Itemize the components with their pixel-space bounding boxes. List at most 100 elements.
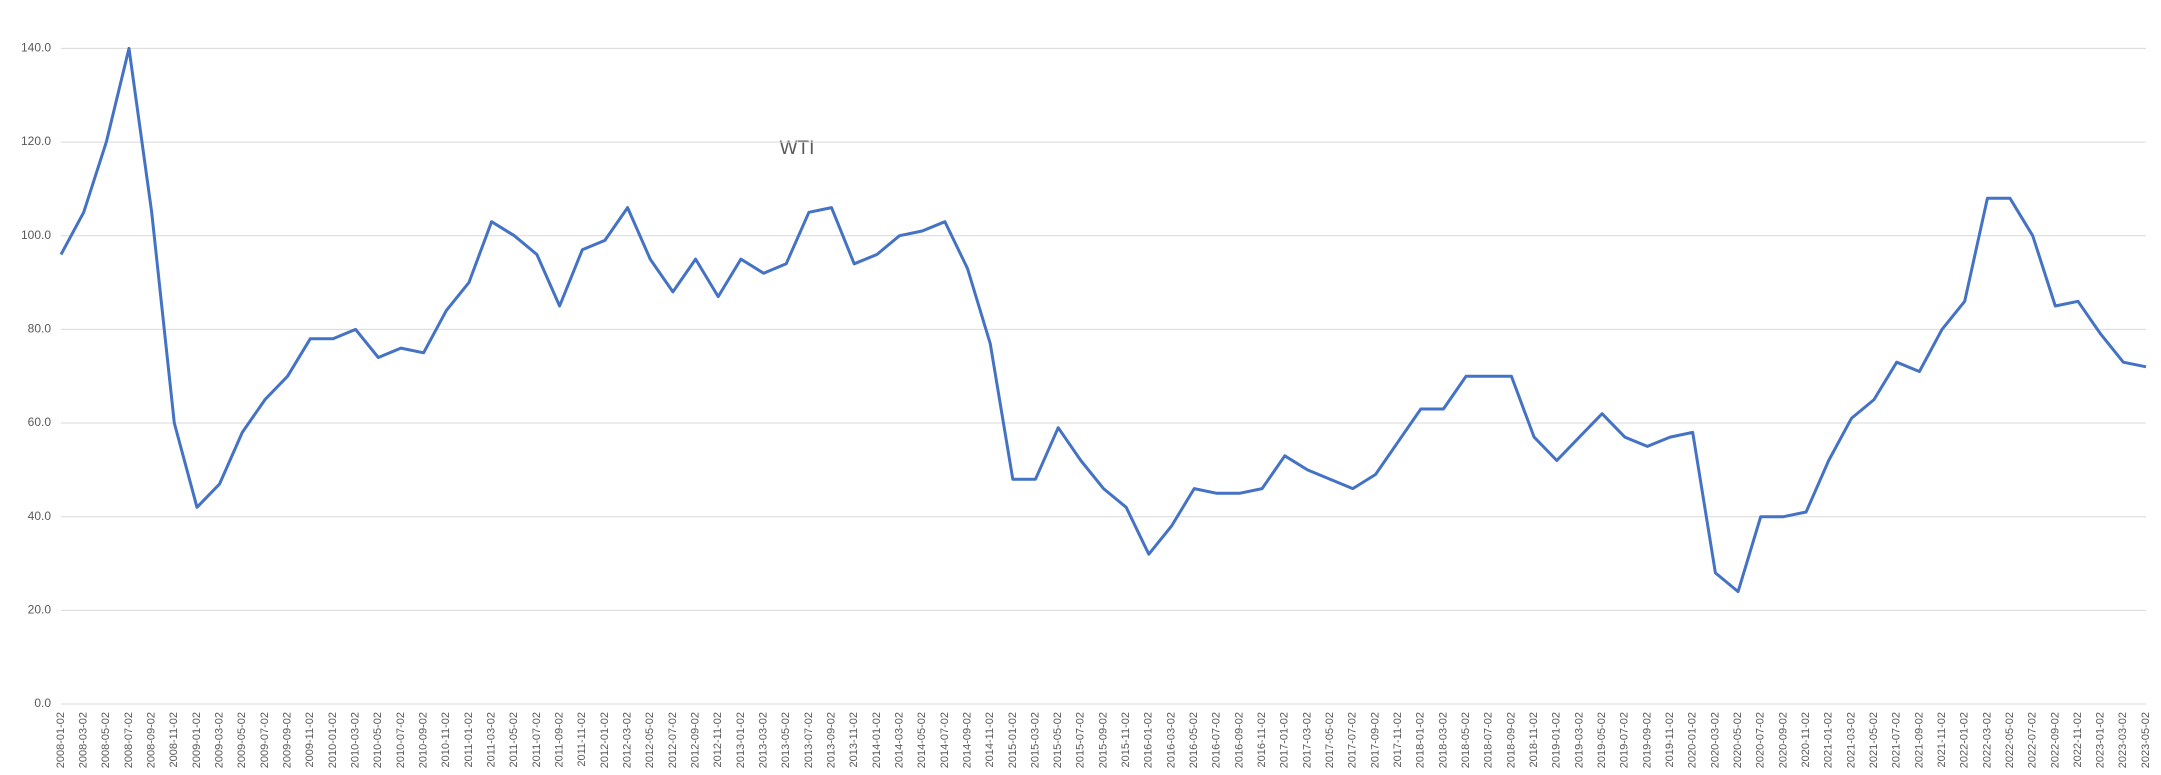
y-tick-label: 120.0 <box>21 134 51 148</box>
x-tick-label: 2017-11-02 <box>1392 712 1404 767</box>
x-tick-label: 2018-07-02 <box>1483 712 1495 768</box>
x-tick-label: 2023-05-02 <box>2140 712 2152 768</box>
x-tick-label: 2016-01-02 <box>1143 712 1155 768</box>
x-tick-label: 2019-09-02 <box>1641 712 1653 768</box>
x-tick-label: 2010-07-02 <box>395 712 407 768</box>
x-tick-label: 2011-11-02 <box>576 712 588 767</box>
x-tick-label: 2021-07-02 <box>1891 712 1903 768</box>
x-tick-label: 2008-07-02 <box>123 712 135 768</box>
y-tick-label: 0.0 <box>34 696 51 710</box>
x-tick-label: 2020-09-02 <box>1777 712 1789 768</box>
x-tick-label: 2011-05-02 <box>508 712 520 767</box>
x-tick-label: 2019-11-02 <box>1664 712 1676 767</box>
line-series <box>59 46 2147 594</box>
x-tick-label: 2017-07-02 <box>1347 712 1359 768</box>
x-tick-label: 2014-11-02 <box>984 712 996 767</box>
y-tick-label: 140.0 <box>21 41 51 55</box>
x-tick-label: 2020-01-02 <box>1687 712 1699 768</box>
x-tick-label: 2009-03-02 <box>214 712 226 768</box>
x-tick-label: 2011-07-02 <box>531 712 543 767</box>
x-tick-label: 2013-09-02 <box>825 712 837 768</box>
x-tick-label: 2021-01-02 <box>1823 712 1835 768</box>
x-tick-label: 2014-09-02 <box>961 712 973 768</box>
x-tick-label: 2008-01-02 <box>55 712 67 768</box>
x-tick-label: 2012-03-02 <box>621 712 633 768</box>
x-tick-label: 2022-03-02 <box>1981 712 1993 768</box>
x-tick-label: 2011-03-02 <box>486 712 498 767</box>
x-tick-label: 2015-09-02 <box>1097 712 1109 768</box>
x-tick-label: 2013-05-02 <box>780 712 792 768</box>
x-tick-label: 2022-01-02 <box>1959 712 1971 768</box>
y-tick-label: 40.0 <box>28 509 52 523</box>
chart-title: WTI <box>780 138 815 159</box>
x-tick-label: 2013-07-02 <box>803 712 815 768</box>
x-tick-label: 2020-11-02 <box>1800 712 1812 767</box>
y-tick-label: 20.0 <box>28 603 52 617</box>
x-tick-label: 2018-01-02 <box>1415 712 1427 768</box>
x-tick-label: 2021-05-02 <box>1868 712 1880 768</box>
x-tick-label: 2009-01-02 <box>191 712 203 768</box>
x-tick-label: 2010-09-02 <box>418 712 430 768</box>
x-tick-label: 2022-11-02 <box>2072 712 2084 767</box>
x-tick-label: 2016-07-02 <box>1211 712 1223 768</box>
x-tick-label: 2008-09-02 <box>146 712 158 768</box>
x-tick-label: 2012-09-02 <box>689 712 701 768</box>
x-tick-label: 2010-11-02 <box>440 712 452 767</box>
x-tick-label: 2016-11-02 <box>1256 712 1268 767</box>
x-tick-label: 2015-05-02 <box>1052 712 1064 768</box>
x-tick-label: 2016-03-02 <box>1165 712 1177 768</box>
x-tick-label: 2019-05-02 <box>1596 712 1608 768</box>
x-tick-label: 2014-03-02 <box>893 712 905 768</box>
x-tick-label: 2009-05-02 <box>236 712 248 768</box>
x-tick-label: 2009-09-02 <box>282 712 294 768</box>
x-tick-label: 2021-09-02 <box>1913 712 1925 768</box>
x-tick-label: 2018-11-02 <box>1528 712 1540 767</box>
x-tick-label: 2014-07-02 <box>939 712 951 768</box>
x-tick-label: 2017-03-02 <box>1301 712 1313 768</box>
x-tick-label: 2017-01-02 <box>1279 712 1291 768</box>
x-tick-label: 2013-11-02 <box>848 712 860 767</box>
x-tick-label: 2011-01-02 <box>463 712 475 767</box>
x-tick-label: 2010-05-02 <box>372 712 384 768</box>
x-tick-label: 2012-07-02 <box>667 712 679 768</box>
x-tick-label: 2019-03-02 <box>1573 712 1585 768</box>
x-tick-label: 2018-03-02 <box>1437 712 1449 768</box>
x-tick-label: 2011-09-02 <box>553 712 565 767</box>
x-tick-label: 2023-03-02 <box>2117 712 2129 768</box>
x-tick-label: 2017-05-02 <box>1324 712 1336 768</box>
x-tick-label: 2020-05-02 <box>1732 712 1744 768</box>
x-tick-label: 2015-03-02 <box>1029 712 1041 768</box>
y-tick-label: 80.0 <box>28 322 52 336</box>
x-tick-label: 2012-01-02 <box>599 712 611 768</box>
x-tick-label: 2010-03-02 <box>350 712 362 768</box>
x-tick-label: 2008-11-02 <box>168 712 180 767</box>
x-tick-label: 2008-05-02 <box>100 712 112 768</box>
x-tick-label: 2018-05-02 <box>1460 712 1472 768</box>
x-tick-label: 2022-09-02 <box>2049 712 2061 768</box>
x-tick-label: 2021-11-02 <box>1936 712 1948 767</box>
x-tick-label: 2013-01-02 <box>735 712 747 768</box>
x-tick-label: 2016-05-02 <box>1188 712 1200 768</box>
x-tick-label: 2015-07-02 <box>1075 712 1087 768</box>
x-tick-label: 2019-07-02 <box>1619 712 1631 768</box>
x-tick-label: 2012-05-02 <box>644 712 656 768</box>
x-tick-label: 2022-07-02 <box>2027 712 2039 768</box>
x-tick-label: 2013-03-02 <box>757 712 769 768</box>
x-tick-label: 2008-03-02 <box>78 712 90 768</box>
x-tick-label: 2022-05-02 <box>2004 712 2016 768</box>
y-tick-label: 60.0 <box>28 415 52 429</box>
x-tick-label: 2012-11-02 <box>712 712 724 767</box>
x-tick-label: 2015-11-02 <box>1120 712 1132 767</box>
x-tick-label: 2015-01-02 <box>1007 712 1019 768</box>
x-tick-label: 2023-01-02 <box>2095 712 2107 768</box>
x-tick-label: 2014-01-02 <box>871 712 883 768</box>
x-tick-label: 2017-09-02 <box>1369 712 1381 768</box>
y-tick-label: 100.0 <box>21 228 51 242</box>
x-tick-label: 2009-11-02 <box>304 712 316 767</box>
x-tick-label: 2020-07-02 <box>1755 712 1767 768</box>
x-tick-label: 2019-01-02 <box>1551 712 1563 768</box>
x-tick-label: 2016-09-02 <box>1233 712 1245 768</box>
x-tick-label: 2020-03-02 <box>1709 712 1721 768</box>
